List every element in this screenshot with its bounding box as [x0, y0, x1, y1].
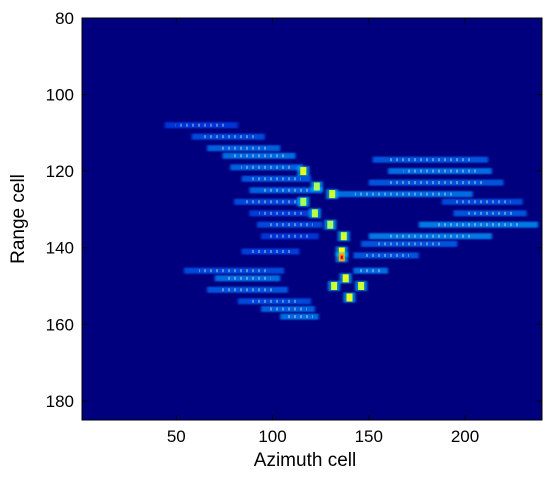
- heatmap-point-9: [342, 274, 349, 283]
- heatmap-streak-core-1: [202, 135, 254, 139]
- heatmap-streak-core-3: [233, 154, 285, 158]
- y-tick-label: 120: [46, 162, 74, 181]
- heatmap-streak-core-13: [224, 276, 271, 280]
- x-tick-label: 150: [355, 427, 383, 446]
- heatmap-streak-core-17: [286, 315, 313, 319]
- heatmap-point-11: [358, 282, 365, 290]
- plot-frame: [81, 17, 543, 421]
- heatmap-point-2: [329, 190, 336, 199]
- heatmap-marks: [164, 122, 539, 320]
- heatmap-background: [82, 18, 542, 420]
- heatmap-streak-core-16: [269, 307, 307, 311]
- heatmap-streak-core-4: [241, 165, 293, 169]
- y-tick-label: 160: [46, 315, 74, 334]
- heatmap-streak-core-28: [358, 269, 383, 273]
- heatmap-point-5: [327, 220, 334, 229]
- y-tick-label: 140: [46, 239, 74, 258]
- y-tick-label: 80: [55, 9, 74, 28]
- y-tick-label: 180: [46, 392, 74, 411]
- heatmap-point-12: [346, 293, 353, 302]
- heatmap-streak-core-25: [387, 234, 474, 238]
- heatmap-streak-core-20: [389, 181, 484, 185]
- heatmap-point-1: [313, 182, 320, 191]
- heatmap-streak-core-5: [252, 177, 301, 181]
- heatmap-streak-core-19: [403, 169, 477, 173]
- y-axis-label: Range cell: [8, 174, 29, 264]
- heatmap-streak-core-26: [375, 242, 443, 246]
- heatmap-streak-core-0: [175, 123, 227, 127]
- x-tick-label: 200: [451, 427, 479, 446]
- heatmap-streak-core-10: [269, 234, 311, 238]
- heatmap-streak-core-21: [354, 192, 452, 196]
- heatmap-streak-core-6: [260, 188, 312, 192]
- x-tick-label: 100: [258, 427, 286, 446]
- heatmap-peak-core: [340, 255, 343, 259]
- heatmap-streak-core-9: [267, 223, 313, 227]
- x-axis-label: Azimuth cell: [254, 450, 356, 471]
- heatmap-streak-core-18: [389, 158, 471, 162]
- heatmap-streak-core-8: [259, 211, 306, 215]
- x-tick-label: 50: [167, 427, 186, 446]
- heatmap-streak-core-11: [250, 250, 291, 253]
- heatmap-point-4: [311, 209, 318, 218]
- heatmap-point-10: [331, 282, 338, 290]
- y-tick-label: 100: [46, 86, 74, 105]
- heatmap-point-3: [300, 197, 307, 206]
- heatmap-streak-core-23: [464, 211, 516, 215]
- x-axis: 50 100 150 200: [167, 18, 479, 446]
- heatmap-streak-core-24: [436, 223, 521, 227]
- heatmap-streak-core-22: [454, 200, 511, 204]
- heatmap-streak-core-7: [245, 200, 297, 204]
- heatmap-point-7: [338, 247, 345, 256]
- heatmap-point-0: [300, 167, 307, 176]
- heatmap-streak-core-2: [218, 146, 270, 150]
- y-axis: 80 100 120 140 160 180: [46, 9, 542, 411]
- heatmap-streak-core-12: [199, 269, 270, 273]
- heatmap-streak-core-14: [219, 288, 276, 292]
- heatmap-streak-core-15: [248, 299, 301, 303]
- heatmap-streak-core-27: [363, 253, 409, 257]
- heatmap-point-6: [340, 232, 347, 241]
